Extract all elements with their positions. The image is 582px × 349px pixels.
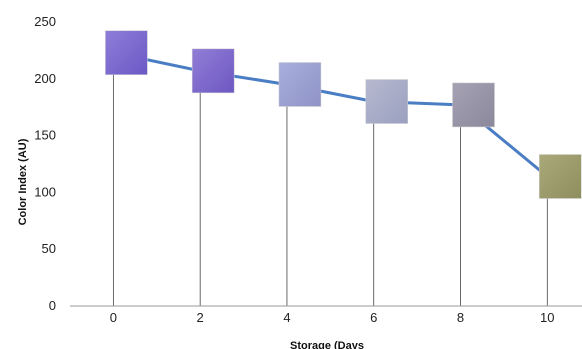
x-tick-label: 8 bbox=[457, 310, 464, 325]
x-tick-label: 2 bbox=[197, 310, 204, 325]
y-tick-label: 100 bbox=[34, 184, 56, 199]
x-tick-label: 6 bbox=[370, 310, 377, 325]
x-tick-label: 0 bbox=[110, 310, 117, 325]
y-axis-label: Color Index (AU) bbox=[17, 138, 29, 225]
x-axis-label: Storage (Days bbox=[290, 340, 364, 349]
sample-image bbox=[191, 48, 235, 94]
sample-image bbox=[539, 154, 582, 199]
y-tick-label: 50 bbox=[42, 241, 56, 256]
sample-image bbox=[278, 62, 322, 107]
y-tick-label: 250 bbox=[34, 14, 56, 29]
sample-image bbox=[105, 30, 148, 75]
y-tick-label: 150 bbox=[34, 128, 56, 143]
drop-lines bbox=[112, 72, 548, 306]
sample-images bbox=[105, 30, 582, 199]
sample-image bbox=[452, 82, 495, 128]
y-tick-label: 200 bbox=[34, 71, 56, 86]
sample-image bbox=[365, 79, 408, 124]
x-tick-label: 4 bbox=[283, 310, 290, 325]
x-tick-label: 10 bbox=[540, 310, 554, 325]
tick-labels: 0 50 100 150 200 250 0 2 4 6 8 10 bbox=[34, 14, 554, 325]
y-tick-label: 0 bbox=[49, 298, 56, 313]
